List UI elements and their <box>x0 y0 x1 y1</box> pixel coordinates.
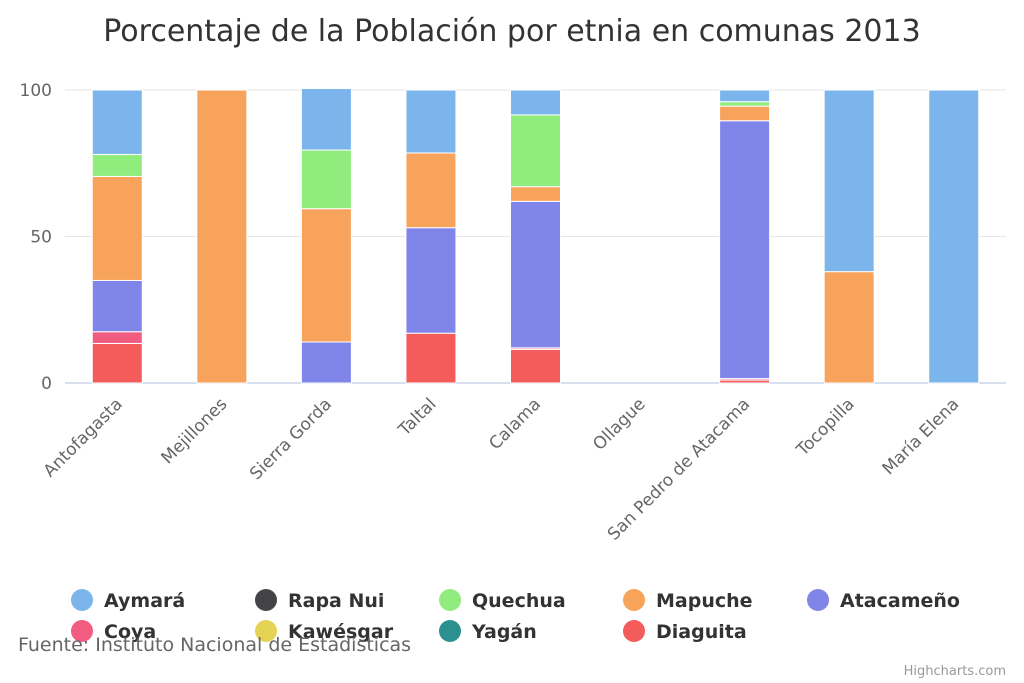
legend-marker <box>623 620 645 642</box>
bar-segment[interactable] <box>91 342 143 384</box>
x-tick-label: Mejillones <box>157 394 231 468</box>
legend-item[interactable]: Atacameño <box>807 589 960 612</box>
legend-label: Rapa Nui <box>288 590 384 612</box>
legend-item[interactable]: Yagán <box>439 620 537 643</box>
bar-segment[interactable] <box>91 153 143 177</box>
source-note: Fuente: Instituto Nacional de Estadístic… <box>18 634 411 656</box>
legend-label: Diaguita <box>656 621 747 643</box>
bar-segment[interactable] <box>91 331 143 344</box>
bar-segment[interactable] <box>405 332 457 384</box>
x-tick-label: Tocopilla <box>792 394 858 460</box>
bar-segment[interactable] <box>91 175 143 281</box>
bar-segment[interactable] <box>823 89 875 273</box>
bar-segment[interactable] <box>928 89 980 384</box>
legend-item[interactable]: Diaguita <box>623 620 747 643</box>
bar-segment[interactable] <box>719 105 771 122</box>
legend-label: Mapuche <box>656 590 753 612</box>
bar-segment[interactable] <box>300 341 352 384</box>
x-axis: Antofagasta Mejillones Sierra Gorda Taltal C… <box>40 394 963 544</box>
y-tick-label: 0 <box>41 374 52 394</box>
legend-label: Atacameño <box>840 590 960 612</box>
bar-segment[interactable] <box>405 152 457 229</box>
legend-label: Aymará <box>104 590 185 612</box>
legend-marker <box>439 589 461 611</box>
bar-segment[interactable] <box>510 89 561 116</box>
legend-label: Yagán <box>471 621 537 643</box>
x-tick-label: Ollague <box>589 394 649 454</box>
chart-title: Porcentaje de la Población por etnia en … <box>103 14 920 49</box>
legend-marker <box>71 589 93 611</box>
bar-segment[interactable] <box>719 101 771 107</box>
y-tick-label: 50 <box>30 228 52 248</box>
legend-marker <box>255 589 277 611</box>
bars <box>91 88 980 384</box>
bar-segment[interactable] <box>196 89 248 384</box>
legend-item[interactable]: Mapuche <box>623 589 753 612</box>
legend-label: Quechua <box>472 590 566 612</box>
bar-segment[interactable] <box>91 279 143 333</box>
x-tick-label: Taltal <box>394 394 440 440</box>
bar-segment[interactable] <box>405 227 457 334</box>
bar-stack <box>928 89 980 384</box>
legend-label: Coya <box>104 621 156 643</box>
bar-stack <box>405 89 457 384</box>
bar-segment[interactable] <box>405 89 457 154</box>
legend-item[interactable]: Rapa Nui <box>255 589 384 612</box>
legend-label: Kawésgar <box>288 621 394 643</box>
x-tick-label: María Elena <box>879 394 964 479</box>
legend-marker <box>807 589 829 611</box>
bar-stack <box>510 89 561 384</box>
legend-item[interactable]: Aymará <box>71 589 185 612</box>
bar-segment[interactable] <box>510 200 561 349</box>
legend: Aymará Rapa Nui Quechua Mapuche Atacameño Coy… <box>71 589 960 643</box>
bar-stack <box>91 89 143 384</box>
bar-segment[interactable] <box>823 271 875 384</box>
bar-segment[interactable] <box>300 149 352 210</box>
y-axis: 0 50 100 <box>20 81 52 394</box>
bar-stack <box>300 88 352 384</box>
bar-stack <box>196 89 248 384</box>
legend-marker <box>255 620 277 642</box>
bar-segment[interactable] <box>300 88 352 151</box>
bar-stack <box>823 89 875 384</box>
bar-segment[interactable] <box>300 208 352 343</box>
bar-segment[interactable] <box>91 89 143 155</box>
legend-item[interactable]: Quechua <box>439 589 566 612</box>
bar-segment[interactable] <box>510 186 561 202</box>
legend-marker <box>439 620 461 642</box>
x-tick-label: Antofagasta <box>40 394 127 481</box>
legend-marker <box>623 589 645 611</box>
y-tick-label: 100 <box>20 81 52 101</box>
x-tick-label: Calama <box>485 394 545 454</box>
bar-segment[interactable] <box>719 120 771 380</box>
legend-item[interactable]: Coya <box>71 620 156 643</box>
bar-segment[interactable] <box>719 89 771 103</box>
legend-marker <box>71 620 93 642</box>
bar-segment[interactable] <box>510 348 561 384</box>
x-tick-label: Sierra Gorda <box>246 394 336 484</box>
legend-item[interactable]: Kawésgar <box>255 620 394 643</box>
bar-stack <box>719 89 771 384</box>
bar-segment[interactable] <box>510 114 561 188</box>
credits-link[interactable]: Highcharts.com <box>904 664 1006 679</box>
